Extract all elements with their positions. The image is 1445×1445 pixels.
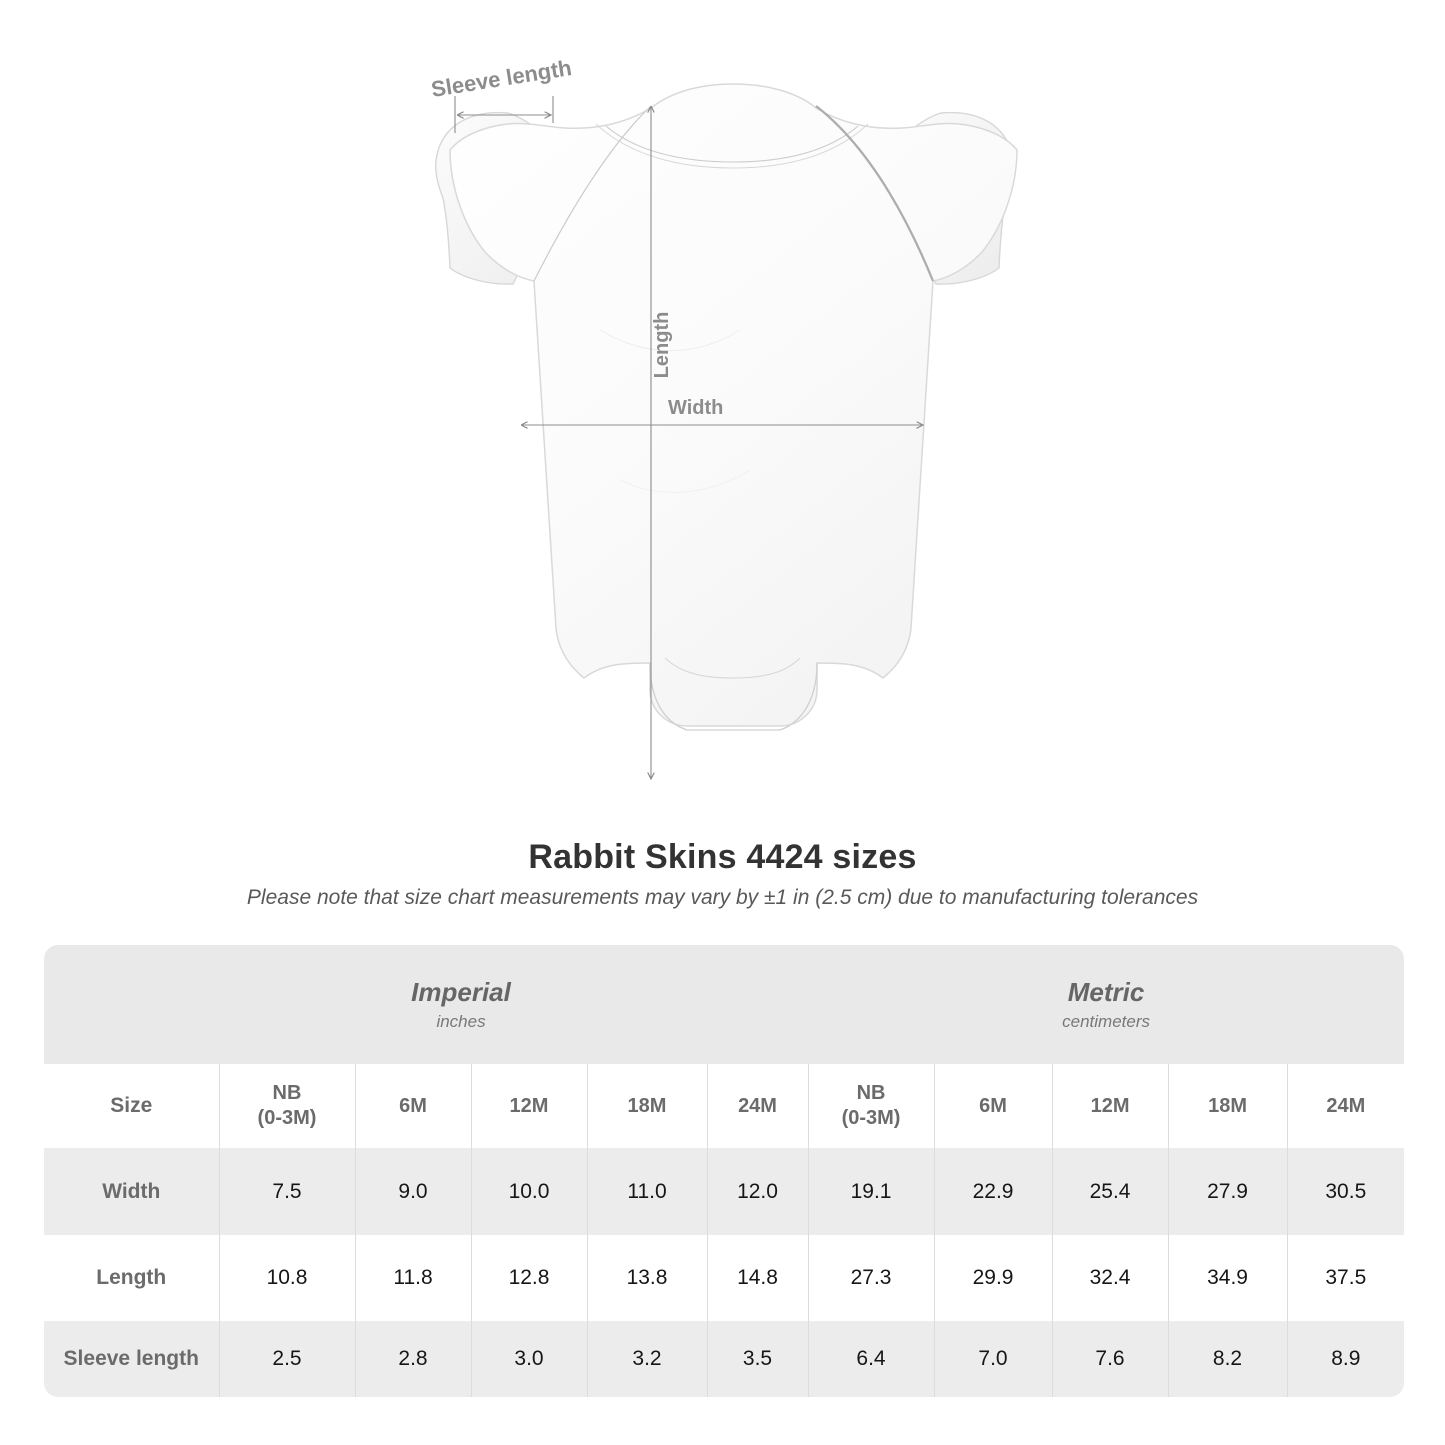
svg-text:Length: Length [651, 312, 673, 379]
svg-text:Sleeve length: Sleeve length [429, 55, 573, 102]
svg-text:Width: Width [668, 397, 723, 419]
